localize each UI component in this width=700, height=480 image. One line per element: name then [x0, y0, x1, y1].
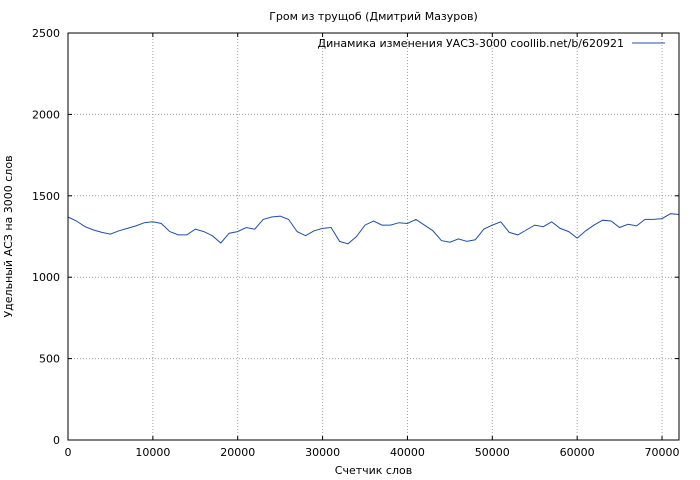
- tick-labels: 0 10000 20000 30000 40000 50000 60000 70000 0 500…: [32, 27, 680, 459]
- y-tick-label: 1000: [32, 271, 60, 284]
- x-tick-label: 30000: [305, 446, 340, 459]
- y-tick-label: 500: [39, 353, 60, 366]
- x-tick-label: 70000: [645, 446, 680, 459]
- series-layer: [67, 213, 680, 245]
- legend-label: Динамика изменения УАСЗ-3000 coollib.net…: [318, 37, 625, 50]
- axis-ticks: [67, 32, 679, 441]
- plot-frame: [67, 32, 680, 441]
- y-axis-label: Удельный АСЗ на 3000 слов: [2, 155, 15, 317]
- x-tick-label: 20000: [220, 446, 255, 459]
- y-tick-label: 1500: [32, 190, 60, 203]
- x-tick-label: 60000: [560, 446, 595, 459]
- grid-lines: [68, 33, 679, 440]
- x-tick-label: 10000: [135, 446, 170, 459]
- x-tick-label: 0: [65, 446, 72, 459]
- y-tick-label: 2000: [32, 108, 60, 121]
- series-line-0: [67, 213, 680, 245]
- x-tick-label: 50000: [475, 446, 510, 459]
- chart-title: Гром из трущоб (Дмитрий Мазуров): [269, 10, 478, 23]
- x-axis-label: Счетчик слов: [335, 464, 412, 477]
- x-tick-label: 40000: [390, 446, 425, 459]
- y-tick-label: 0: [53, 434, 60, 447]
- y-tick-label: 2500: [32, 27, 60, 40]
- legend: Динамика изменения УАСЗ-3000 coollib.net…: [318, 37, 665, 50]
